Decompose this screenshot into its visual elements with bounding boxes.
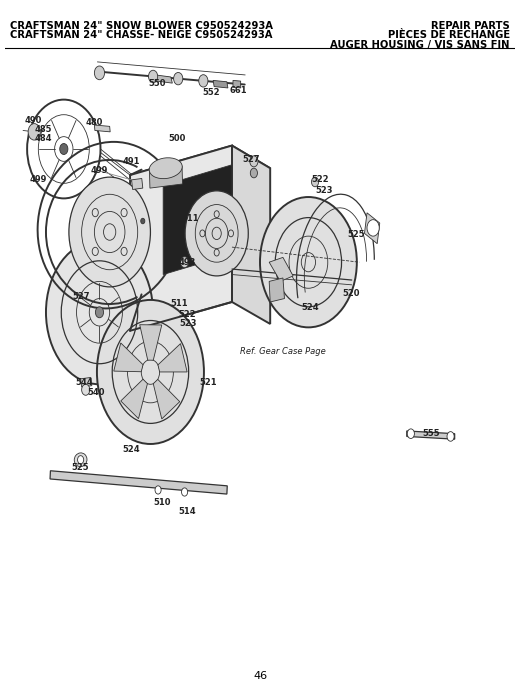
Text: 661: 661 <box>230 86 248 95</box>
Polygon shape <box>130 146 270 197</box>
Circle shape <box>199 75 208 87</box>
Circle shape <box>180 257 189 267</box>
Circle shape <box>141 218 145 224</box>
Polygon shape <box>233 80 241 88</box>
Text: 510: 510 <box>153 498 171 507</box>
Circle shape <box>250 168 257 178</box>
Text: 525: 525 <box>72 463 89 473</box>
Circle shape <box>95 307 103 318</box>
Polygon shape <box>213 80 228 88</box>
Circle shape <box>82 384 90 395</box>
Circle shape <box>367 220 379 236</box>
Text: 524: 524 <box>301 303 319 312</box>
Text: 540: 540 <box>87 388 105 397</box>
Polygon shape <box>114 343 143 372</box>
Polygon shape <box>153 379 180 419</box>
Polygon shape <box>158 344 187 372</box>
Text: 522: 522 <box>311 176 329 184</box>
Circle shape <box>60 144 68 155</box>
Text: 544: 544 <box>75 379 93 387</box>
Polygon shape <box>269 258 293 281</box>
Polygon shape <box>130 146 232 331</box>
Polygon shape <box>150 74 172 83</box>
Text: 46: 46 <box>253 671 267 681</box>
Text: 520: 520 <box>342 289 359 298</box>
Text: CRAFTSMAN 24" CHASSE- NEIGE C950524293A: CRAFTSMAN 24" CHASSE- NEIGE C950524293A <box>10 30 273 41</box>
Polygon shape <box>81 377 92 387</box>
Polygon shape <box>121 379 148 419</box>
Ellipse shape <box>149 158 182 178</box>
Text: Ref. Gear Case Page: Ref. Gear Case Page <box>240 347 326 356</box>
Text: CRAFTSMAN 24" SNOW BLOWER C950524293A: CRAFTSMAN 24" SNOW BLOWER C950524293A <box>10 21 274 31</box>
Text: 511: 511 <box>181 214 199 223</box>
Text: AUGER HOUSING / VIS SANS FIN: AUGER HOUSING / VIS SANS FIN <box>330 40 510 50</box>
Text: 499: 499 <box>91 166 108 175</box>
Circle shape <box>174 73 183 85</box>
Circle shape <box>185 191 248 276</box>
Text: 527: 527 <box>242 155 259 164</box>
Polygon shape <box>149 166 183 188</box>
Polygon shape <box>140 325 162 360</box>
Circle shape <box>181 488 188 496</box>
Text: 500: 500 <box>169 134 186 144</box>
Text: REPAIR PARTS: REPAIR PARTS <box>431 21 510 31</box>
Polygon shape <box>407 431 454 439</box>
Circle shape <box>95 66 105 80</box>
Circle shape <box>155 486 161 494</box>
Text: 490: 490 <box>24 116 42 125</box>
Circle shape <box>97 300 204 444</box>
Text: 527: 527 <box>72 292 89 301</box>
Polygon shape <box>269 278 284 302</box>
Circle shape <box>260 197 357 328</box>
Polygon shape <box>163 164 232 274</box>
Text: 491: 491 <box>123 157 140 166</box>
Text: 493: 493 <box>179 258 197 267</box>
Text: 480: 480 <box>86 118 103 127</box>
Text: 523: 523 <box>315 186 332 195</box>
Circle shape <box>149 70 158 83</box>
Text: 484: 484 <box>35 134 52 144</box>
Circle shape <box>447 432 454 441</box>
Text: 555: 555 <box>422 429 439 438</box>
Circle shape <box>46 240 153 384</box>
Polygon shape <box>232 146 270 324</box>
Circle shape <box>69 177 150 287</box>
Ellipse shape <box>74 453 87 467</box>
Text: 522: 522 <box>179 310 197 319</box>
Text: 550: 550 <box>148 79 166 88</box>
Circle shape <box>407 429 414 438</box>
Text: 552: 552 <box>203 88 220 97</box>
Text: 524: 524 <box>123 445 140 454</box>
Text: 511: 511 <box>171 299 188 308</box>
Text: 521: 521 <box>199 379 217 387</box>
Text: 525: 525 <box>347 230 365 239</box>
Polygon shape <box>50 471 227 494</box>
Text: 514: 514 <box>179 507 197 516</box>
Polygon shape <box>132 178 143 190</box>
Polygon shape <box>95 125 110 132</box>
Text: PIÈCES DE RECHANGE: PIÈCES DE RECHANGE <box>387 30 510 41</box>
Circle shape <box>311 177 319 187</box>
Text: 485: 485 <box>35 125 52 134</box>
Circle shape <box>250 156 258 167</box>
Text: 523: 523 <box>179 319 197 328</box>
Circle shape <box>28 124 41 140</box>
Circle shape <box>77 456 84 464</box>
Text: 499: 499 <box>30 176 47 184</box>
Polygon shape <box>365 213 380 244</box>
